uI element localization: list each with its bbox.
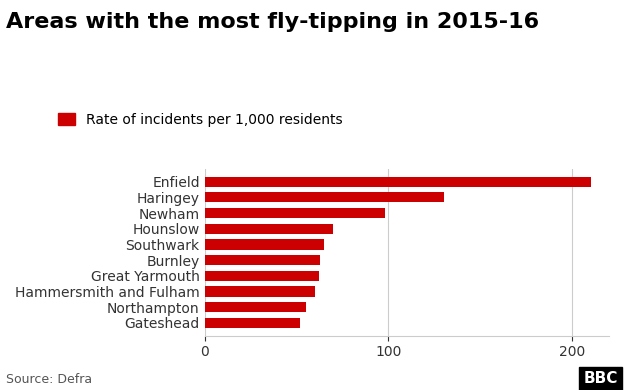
Bar	[205, 302, 306, 312]
Bar	[205, 208, 385, 218]
Bar	[205, 223, 333, 234]
Bar	[205, 192, 444, 202]
Bar	[205, 239, 324, 250]
Bar	[205, 318, 300, 328]
Text: BBC: BBC	[583, 371, 618, 386]
Legend: Rate of incidents per 1,000 residents: Rate of incidents per 1,000 residents	[58, 113, 343, 127]
Text: Areas with the most fly-tipping in 2015-16: Areas with the most fly-tipping in 2015-…	[6, 12, 539, 32]
Bar	[205, 271, 319, 281]
Bar	[205, 287, 315, 297]
Bar	[205, 255, 320, 265]
Text: Source: Defra: Source: Defra	[6, 373, 92, 386]
Bar	[205, 177, 591, 187]
